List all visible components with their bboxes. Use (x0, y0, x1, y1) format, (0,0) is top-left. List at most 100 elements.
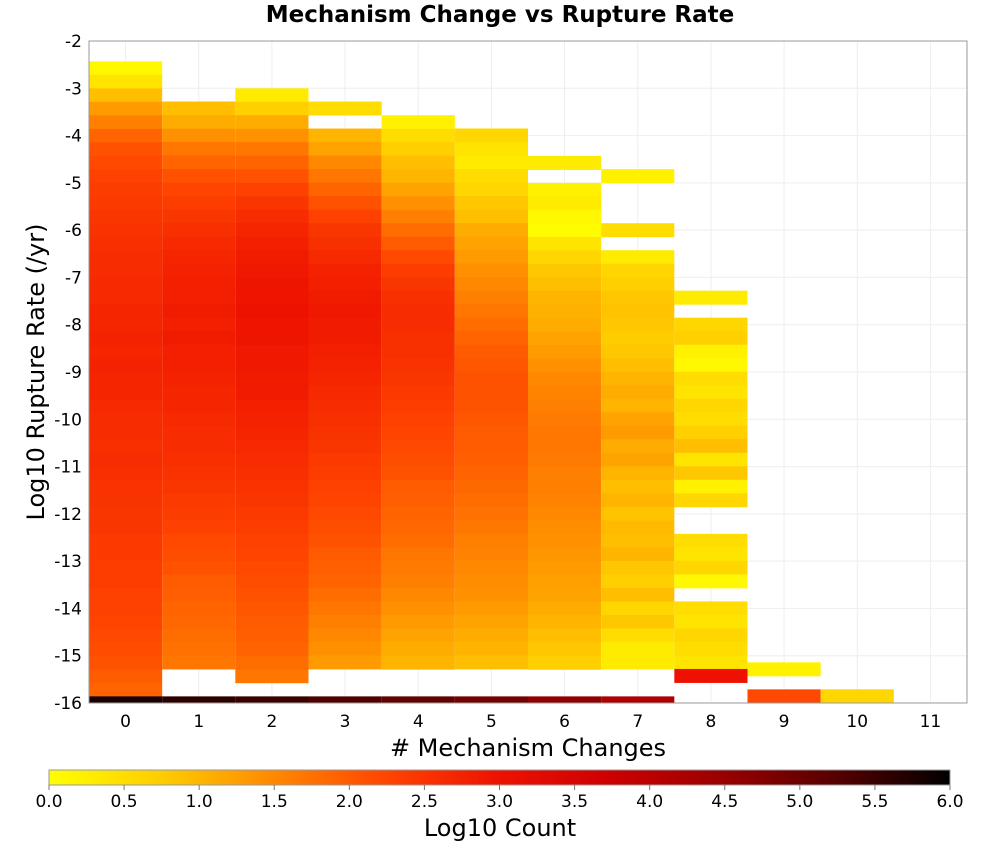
heatmap-cell (601, 398, 675, 413)
x-tick-label: 4 (413, 712, 424, 732)
heatmap-cell (528, 318, 602, 333)
heatmap-cell (674, 331, 748, 346)
heatmap-cell (528, 223, 602, 238)
heatmap-cell (162, 493, 236, 508)
heatmap-cell (235, 196, 309, 211)
heatmap-cell (89, 655, 163, 670)
heatmap-cell (89, 574, 163, 589)
heatmap-cell (528, 372, 602, 387)
heatmap-cell (162, 101, 236, 116)
heatmap-cell (674, 560, 748, 575)
heatmap-cell (162, 641, 236, 656)
heatmap-cell (601, 358, 675, 373)
heatmap-cell (162, 223, 236, 238)
heatmap-cell (89, 466, 163, 481)
heatmap-cell (89, 74, 163, 89)
heatmap-cell (162, 304, 236, 319)
heatmap-cell (308, 331, 382, 346)
heatmap-cell (162, 520, 236, 535)
heatmap-cell (454, 696, 528, 703)
heatmap-cell (308, 398, 382, 413)
heatmap-cell (89, 169, 163, 184)
heatmap-cell (381, 290, 455, 305)
heatmap-cell (89, 318, 163, 333)
heatmap-cell (235, 290, 309, 305)
heatmap-cells (89, 61, 894, 704)
heatmap-cell (674, 439, 748, 454)
heatmap-cell (89, 263, 163, 278)
heatmap-cell (601, 655, 675, 670)
colorbar-tick-label: 0.5 (111, 792, 138, 812)
heatmap-cell (162, 128, 236, 143)
heatmap-cell (381, 479, 455, 495)
heatmap-cell (235, 655, 309, 670)
heatmap-cell (601, 385, 675, 400)
heatmap-cell (89, 601, 163, 616)
heatmap-cell (674, 641, 748, 656)
heatmap-cell (308, 101, 382, 116)
heatmap-cell (454, 574, 528, 589)
colorbar-tick-label: 3.0 (486, 792, 513, 812)
y-tick-label: -3 (65, 79, 82, 99)
heatmap-cell (162, 506, 236, 521)
x-axis-title: # Mechanism Changes (390, 734, 666, 762)
heatmap-cell (528, 615, 602, 630)
heatmap-cell (89, 223, 163, 238)
heatmap-cell (89, 520, 163, 535)
heatmap-cell (89, 615, 163, 630)
heatmap-cell (162, 601, 236, 616)
heatmap-cell (235, 520, 309, 535)
heatmap-cell (454, 250, 528, 265)
heatmap-cell (308, 614, 382, 629)
heatmap-cell (601, 263, 675, 278)
heatmap-cell (89, 439, 163, 454)
heatmap-cell (528, 182, 602, 197)
heatmap-cell (381, 371, 455, 386)
heatmap-cell (381, 452, 455, 467)
heatmap-cell (162, 209, 236, 224)
heatmap-cell (454, 196, 528, 211)
heatmap-cell (162, 452, 236, 467)
heatmap-cell (601, 574, 675, 589)
heatmap-cell (601, 304, 675, 319)
heatmap-cell (528, 426, 602, 441)
heatmap-cell (601, 614, 675, 629)
heatmap-cell (454, 412, 528, 427)
heatmap-cell (601, 412, 675, 427)
heatmap-cell (454, 547, 528, 562)
x-tick-label: 1 (193, 712, 204, 732)
heatmap-cell (528, 561, 602, 576)
heatmap-cell (381, 115, 455, 130)
heatmap-cell (235, 480, 309, 495)
heatmap-cell (89, 547, 163, 562)
heatmap-cell (381, 601, 455, 616)
heatmap-cell (528, 196, 602, 211)
heatmap-cell (674, 628, 748, 643)
heatmap-cell (308, 547, 382, 562)
heatmap-cell (381, 574, 455, 589)
heatmap-cell (308, 479, 382, 494)
heatmap-cell (308, 506, 382, 521)
heatmap-cell (381, 142, 455, 157)
heatmap-cell (528, 520, 602, 535)
heatmap-cell (308, 304, 382, 319)
heatmap-cell (162, 479, 236, 494)
heatmap-cell (381, 277, 455, 292)
heatmap-cell (308, 466, 382, 481)
heatmap-cell (381, 493, 455, 508)
heatmap-cell (454, 277, 528, 292)
colorbar-tick-label: 2.0 (336, 792, 363, 812)
heatmap-cell (235, 263, 309, 278)
heatmap-cell (235, 426, 309, 441)
heatmap-cell (235, 615, 309, 630)
heatmap-cell (89, 345, 163, 360)
heatmap-cell (235, 358, 309, 373)
heatmap-cell (601, 560, 675, 575)
heatmap-cell (454, 223, 528, 238)
heatmap-cell (235, 236, 309, 251)
heatmap-cell (454, 317, 528, 332)
heatmap-cell (528, 358, 602, 373)
heatmap-cell (454, 209, 528, 224)
heatmap-cell (674, 574, 748, 589)
heatmap-cell (162, 263, 236, 278)
